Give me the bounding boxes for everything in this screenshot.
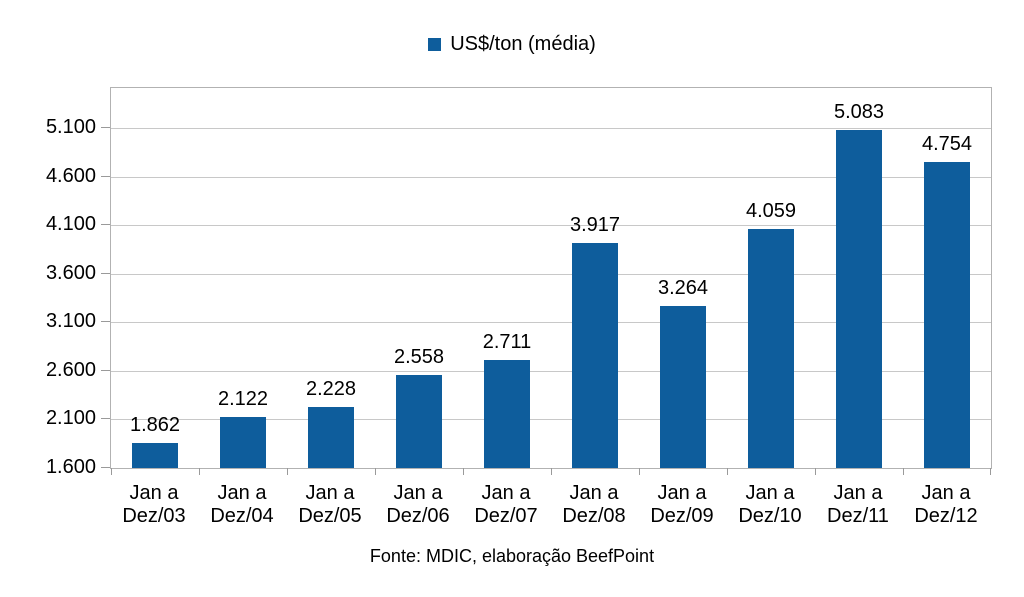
bar-value-label: 2.122 [217, 388, 269, 411]
bar [132, 442, 178, 468]
chart-legend: US$/ton (média) [0, 33, 1024, 56]
gridline [111, 225, 991, 227]
x-axis-label: Jan a Dez/08 [562, 482, 626, 527]
y-axis-tick-mark [101, 369, 110, 371]
gridline [111, 273, 991, 275]
x-axis-label: Jan a Dez/07 [474, 482, 538, 527]
y-axis-tick-label: 2.100 [45, 407, 96, 430]
bar-value-label: 2.558 [393, 345, 445, 368]
bar-value-label: 2.228 [305, 378, 357, 400]
y-axis-tick-mark [101, 467, 110, 468]
x-axis-label: Jan a Dez/10 [738, 482, 802, 527]
bar-value-label: 5.083 [833, 100, 885, 123]
gridline [111, 128, 991, 130]
bar-slot: 2.711 [463, 88, 551, 468]
x-axis-tick-mark [727, 468, 728, 475]
y-axis-tick-label: 3.100 [45, 310, 96, 333]
bar-slot: 1.862 [111, 88, 199, 468]
legend-label: US$/ton (média) [450, 33, 596, 55]
gridline [111, 419, 991, 421]
bar [660, 306, 706, 468]
y-axis-tick-label: 3.600 [45, 261, 96, 284]
bar-slot: 2.228 [287, 88, 375, 468]
bar-value-label: 2.711 [482, 331, 532, 354]
x-axis-label: Jan a Dez/11 [827, 482, 889, 527]
bar [748, 229, 794, 468]
bar-slot: 5.083 [815, 88, 903, 468]
bar [924, 161, 970, 468]
x-axis-label: Jan a Dez/03 [122, 482, 186, 527]
x-axis-tick-mark [815, 468, 816, 475]
source-note: Fonte: MDIC, elaboração BeefPoint [369, 546, 655, 566]
legend-swatch-icon [428, 38, 442, 51]
gridline [111, 322, 991, 324]
y-axis-tick-label: 1.600 [45, 456, 96, 478]
x-axis-tick-mark [903, 468, 904, 475]
x-axis-label: Jan a Dez/05 [298, 482, 362, 527]
bar [836, 129, 882, 468]
bar [572, 242, 618, 468]
bar [484, 360, 530, 468]
y-axis-tick-mark [101, 272, 110, 274]
y-axis-tick-label: 2.600 [45, 358, 96, 381]
bar-value-label: 3.264 [657, 277, 709, 300]
bar [396, 374, 442, 468]
y-axis-tick-mark [101, 175, 110, 177]
x-axis-tick-mark [375, 468, 376, 475]
x-axis-tick-mark [111, 468, 112, 475]
x-axis-tick-mark [551, 468, 552, 475]
gridline [111, 370, 991, 372]
bar-slot: 4.754 [903, 88, 991, 468]
y-axis-tick-mark [101, 224, 110, 226]
bar [308, 407, 354, 468]
bar-slot: 3.264 [639, 88, 727, 468]
x-axis-tick-mark [287, 468, 288, 475]
x-axis-label: Jan a Dez/12 [914, 482, 978, 527]
bar [220, 417, 266, 468]
bar-slot: 3.917 [551, 88, 639, 468]
bar-slot: 2.122 [199, 88, 287, 468]
bar-value-label: 1.862 [129, 413, 181, 436]
plot-area: 1.862 2.122 2.228 2.558 2.711 3.917 3.264 4.059… [110, 87, 992, 475]
bar-slot: 4.059 [727, 88, 815, 468]
y-axis-tick-mark [101, 321, 110, 323]
y-axis-tick-label: 5.100 [45, 116, 96, 139]
bar-value-label: 3.917 [569, 213, 621, 236]
bar-slot: 2.558 [375, 88, 463, 468]
y-axis-tick-mark [101, 418, 110, 420]
y-axis-tick-label: 4.100 [45, 213, 96, 236]
bar-value-label: 4.754 [921, 132, 973, 155]
x-axis-label: Jan a Dez/04 [210, 482, 274, 527]
x-axis-label: Jan a Dez/06 [386, 482, 450, 527]
y-axis-tick-label: 4.600 [45, 164, 96, 187]
x-axis-tick-mark [639, 468, 640, 475]
gridline [111, 176, 991, 178]
x-axis-tick-mark [463, 468, 464, 475]
x-axis-label: Jan a Dez/09 [650, 482, 714, 527]
x-axis-tick-mark [990, 468, 991, 475]
y-axis-tick-mark [101, 127, 110, 129]
bar-value-label: 4.059 [745, 200, 797, 223]
x-axis-tick-mark [199, 468, 200, 475]
